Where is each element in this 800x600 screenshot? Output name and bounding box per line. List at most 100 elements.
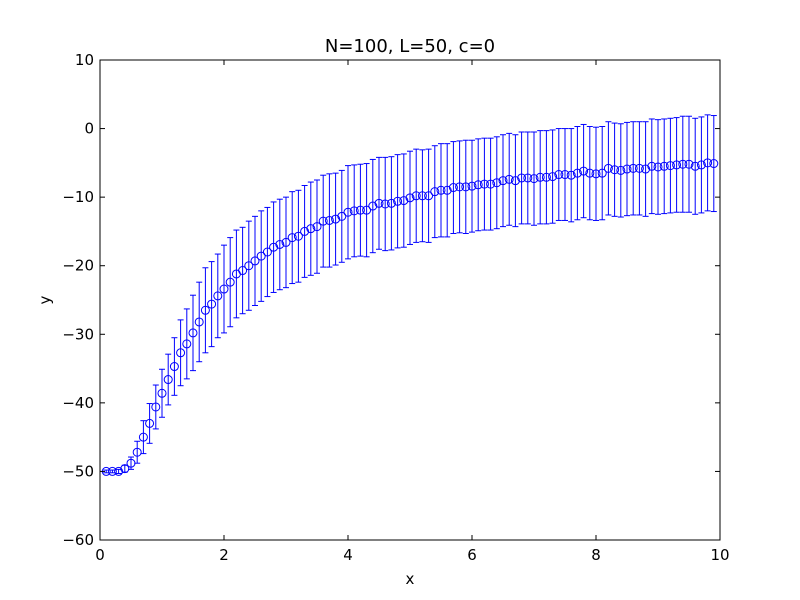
errorbar-point [275,198,285,291]
errorbar-point [641,121,651,217]
errorbar-point [548,129,558,224]
errorbar-point [312,179,322,274]
data-point-marker [603,163,613,173]
errorbar-point [417,149,427,243]
errorbar-point [343,165,353,260]
data-point-marker [572,168,582,178]
data-point-marker [560,170,570,180]
x-tick-label: 10 [710,546,729,564]
y-axis-label: y [36,295,54,304]
errorbar-point [690,117,700,215]
data-point-marker [492,178,502,188]
chart-title: N=100, L=50, c=0 [325,36,495,57]
errorbar-point [560,128,570,221]
errorbar-point [169,337,179,396]
errorbar-point [572,126,582,221]
errorbar-point [523,131,533,225]
data-point-marker [281,237,291,247]
data-point-marker [262,247,272,257]
errorbar-point [442,143,452,238]
data-point-marker [343,207,353,217]
data-point-marker [293,231,303,241]
data-point-marker [672,160,682,170]
data-point-marker [659,161,669,171]
y-tick-label: 0 [84,120,94,138]
data-point-marker [380,199,390,209]
errorbar-point [281,196,291,289]
data-point-marker [665,161,675,171]
data-point-marker [442,185,452,195]
data-point-marker [331,214,341,224]
errorbar-point [120,464,130,474]
errorbar-point [349,164,359,258]
errorbar-point [262,206,272,298]
errorbar-point [188,294,198,372]
errorbar-point [182,308,192,380]
x-axis-label: x [406,570,415,588]
data-point-marker [324,215,334,225]
errorbar-point [238,226,248,315]
data-point-marker [411,191,421,201]
errorbar-point [709,115,719,213]
errorbar-point [535,130,545,225]
data-point-marker [405,193,415,203]
errorbar-point [616,123,626,218]
data-point-marker [529,174,539,184]
data-point-marker [541,172,551,182]
data-point-marker [430,187,440,197]
y-tick-label: 10 [75,51,94,69]
data-point-marker [616,165,626,175]
errorbar-point [362,163,372,258]
errorbar-point [486,137,496,231]
errorbar-point [200,267,210,354]
x-tick-label: 0 [95,546,105,564]
data-point-marker [157,388,167,398]
data-point-marker [579,166,589,176]
data-point-marker [225,277,235,287]
data-point-marker [424,191,434,201]
errorbar-point [541,130,551,225]
data-point-marker [250,256,260,266]
errorbar-point [672,117,682,213]
data-point-marker [337,211,347,221]
data-marks [101,114,719,476]
data-point-marker [548,172,558,182]
data-point-marker [709,159,719,169]
errorbar-point [213,253,223,339]
errorbar-point [554,128,564,221]
data-point-marker [504,174,514,184]
errorbar-point [529,131,539,226]
data-point-marker [566,170,576,180]
data-point-marker [349,206,359,216]
data-point-marker [244,261,254,271]
errorbar-point [473,138,483,232]
errorbar-point [678,115,688,213]
errorbar-point [684,115,694,213]
data-point-marker [238,266,248,276]
data-point-marker [622,164,632,174]
data-point-marker [107,466,117,476]
errorbar-point [610,122,620,217]
data-point-marker [188,328,198,338]
errorbar-point [306,181,316,276]
errorbar-point [368,158,378,254]
errorbar-point [355,163,365,257]
data-point-marker [120,464,130,474]
errorbar-point [386,156,396,251]
data-point-marker [455,182,465,192]
data-point-marker [114,466,124,476]
data-point-marker [194,317,204,327]
data-point-marker [510,176,520,186]
data-point-marker [653,162,663,172]
data-point-marker [696,160,706,170]
errorbar-point [374,156,384,250]
data-point-marker [641,164,651,174]
errorbar-point [244,220,254,311]
y-tick-label: −20 [62,257,94,275]
errorbar-point [393,154,403,249]
errorbar-point [498,134,508,228]
errorbar-point [337,169,347,263]
errorbar-point [430,145,440,239]
data-point-marker [200,305,210,315]
errorbar-point [597,126,607,221]
